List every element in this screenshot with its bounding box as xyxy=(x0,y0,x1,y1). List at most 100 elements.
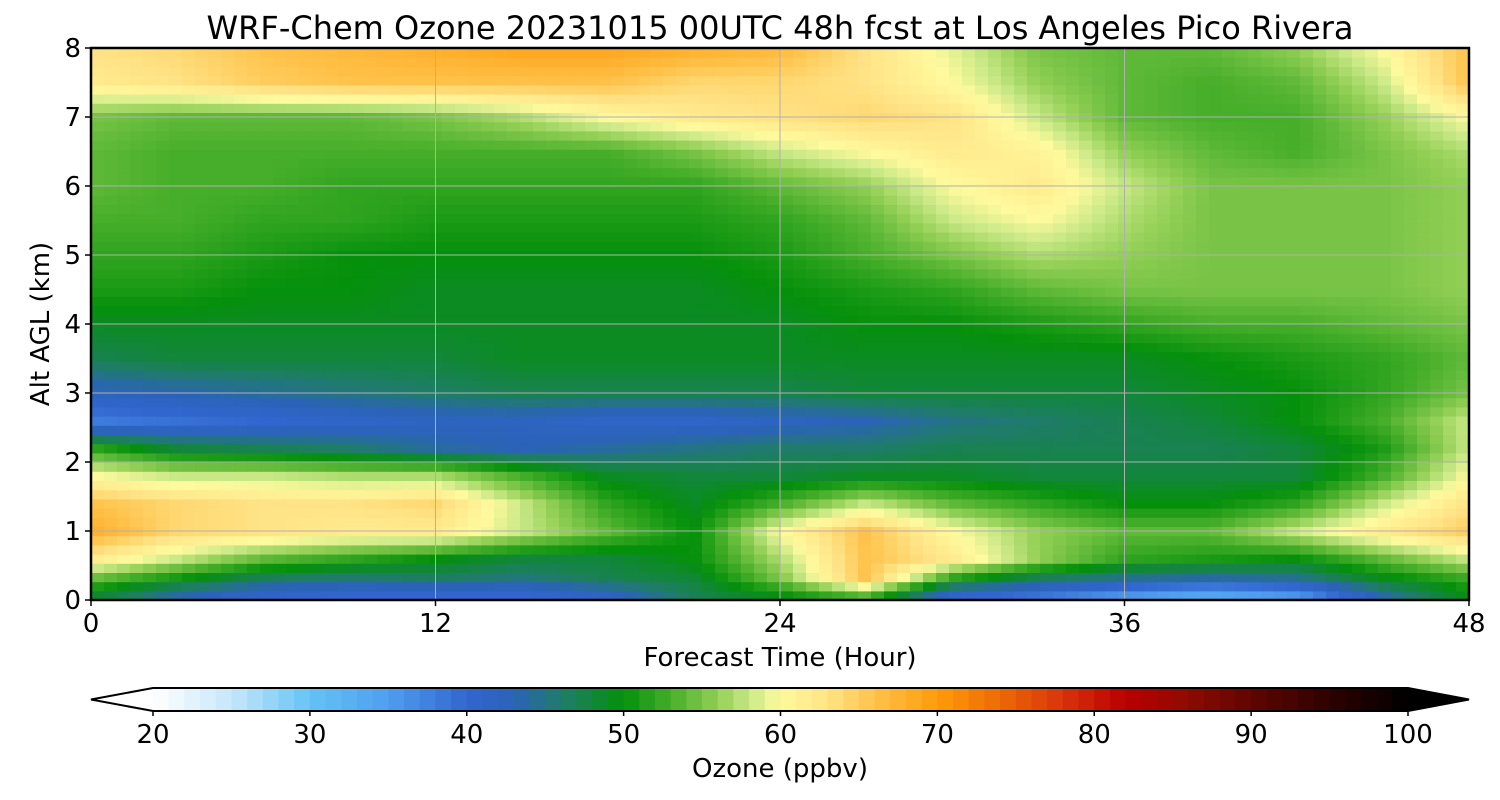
heatmap-cell xyxy=(689,480,703,491)
heatmap-cell xyxy=(286,425,300,435)
heatmap-cell xyxy=(1209,333,1223,343)
heatmap-cell xyxy=(793,305,807,316)
heatmap-cell xyxy=(156,563,170,573)
heatmap-cell xyxy=(390,333,404,343)
heatmap-cell xyxy=(442,581,456,592)
heatmap-cell xyxy=(845,333,859,343)
heatmap-cell xyxy=(819,259,833,270)
heatmap-cell xyxy=(325,425,339,435)
heatmap-cell xyxy=(858,434,872,445)
heatmap-cell xyxy=(234,563,248,573)
heatmap-cell xyxy=(1443,443,1457,454)
heatmap-cell xyxy=(494,498,508,509)
heatmap-cell xyxy=(598,259,612,270)
heatmap-cell xyxy=(910,379,924,389)
heatmap-cell xyxy=(377,351,391,362)
heatmap-cell xyxy=(780,324,794,334)
heatmap-cell xyxy=(1235,462,1249,472)
heatmap-cell xyxy=(247,416,261,426)
heatmap-cell xyxy=(494,544,508,555)
heatmap-cell xyxy=(806,498,820,509)
heatmap-cell xyxy=(221,434,235,445)
heatmap-cell xyxy=(923,452,937,463)
heatmap-cell xyxy=(702,406,716,417)
heatmap-cell xyxy=(1157,314,1171,325)
heatmap-cell xyxy=(1066,167,1080,178)
heatmap-cell xyxy=(1391,544,1405,555)
heatmap-cell xyxy=(481,305,495,316)
heatmap-cell xyxy=(468,342,482,353)
heatmap-cell xyxy=(299,333,313,343)
heatmap-cell xyxy=(1092,176,1106,187)
heatmap-cell xyxy=(130,554,144,564)
heatmap-cell xyxy=(1248,296,1262,307)
heatmap-cell xyxy=(676,554,690,564)
heatmap-cell xyxy=(624,544,638,555)
heatmap-cell xyxy=(1157,572,1171,583)
heatmap-cell xyxy=(1105,443,1119,454)
heatmap-cell xyxy=(208,397,222,408)
heatmap-cell xyxy=(1261,452,1275,463)
heatmap-cell xyxy=(819,204,833,215)
heatmap-cell xyxy=(624,379,638,389)
heatmap-cell xyxy=(741,195,755,205)
heatmap-cell xyxy=(481,416,495,426)
heatmap-cell xyxy=(1261,443,1275,454)
heatmap-cell xyxy=(117,278,131,288)
heatmap-cell xyxy=(1443,314,1457,325)
heatmap-cell xyxy=(1209,544,1223,555)
heatmap-cell xyxy=(169,498,183,509)
heatmap-cell xyxy=(364,287,378,297)
heatmap-cell xyxy=(1378,498,1392,509)
heatmap-cell xyxy=(1352,508,1366,518)
heatmap-cell xyxy=(247,489,261,500)
heatmap-cell xyxy=(455,176,469,187)
heatmap-cell xyxy=(754,572,768,583)
heatmap-cell xyxy=(338,406,352,417)
heatmap-cell xyxy=(1144,452,1158,463)
heatmap-cell xyxy=(1391,222,1405,233)
heatmap-cell xyxy=(1248,397,1262,408)
heatmap-cell xyxy=(754,425,768,435)
heatmap-cell xyxy=(1066,360,1080,371)
heatmap-cell xyxy=(533,176,547,187)
heatmap-cell xyxy=(1261,324,1275,334)
heatmap-cell xyxy=(1170,222,1184,233)
heatmap-cell xyxy=(559,278,573,288)
heatmap-cell xyxy=(897,176,911,187)
heatmap-cell xyxy=(624,213,638,224)
heatmap-cell xyxy=(325,360,339,371)
heatmap-cell xyxy=(481,268,495,279)
heatmap-cell xyxy=(546,176,560,187)
heatmap-cell xyxy=(533,544,547,555)
heatmap-cell xyxy=(208,554,222,564)
heatmap-cell xyxy=(1339,535,1353,546)
heatmap-cell xyxy=(858,581,872,592)
heatmap-cell xyxy=(689,544,703,555)
heatmap-cell xyxy=(1183,232,1197,242)
heatmap-cell xyxy=(221,167,235,178)
heatmap-cell xyxy=(1352,342,1366,353)
heatmap-cell xyxy=(1456,379,1470,389)
heatmap-cell xyxy=(637,333,651,343)
heatmap-cell xyxy=(1300,535,1314,546)
heatmap-cell xyxy=(962,213,976,224)
heatmap-cell xyxy=(793,425,807,435)
heatmap-cell xyxy=(1443,370,1457,380)
heatmap-cell xyxy=(832,480,846,491)
heatmap-cell xyxy=(1131,241,1145,251)
heatmap-cell xyxy=(533,204,547,215)
heatmap-cell xyxy=(572,544,586,555)
heatmap-cell xyxy=(1391,324,1405,334)
heatmap-cell xyxy=(624,508,638,518)
heatmap-cell xyxy=(1430,535,1444,546)
heatmap-cell xyxy=(156,572,170,583)
heatmap-cell xyxy=(1274,370,1288,380)
heatmap-cell xyxy=(767,186,781,196)
heatmap-cell xyxy=(221,360,235,371)
heatmap-cell xyxy=(403,535,417,546)
heatmap-cell xyxy=(1131,232,1145,242)
heatmap-cell xyxy=(975,370,989,380)
heatmap-cell xyxy=(1196,342,1210,353)
heatmap-cell xyxy=(897,195,911,205)
